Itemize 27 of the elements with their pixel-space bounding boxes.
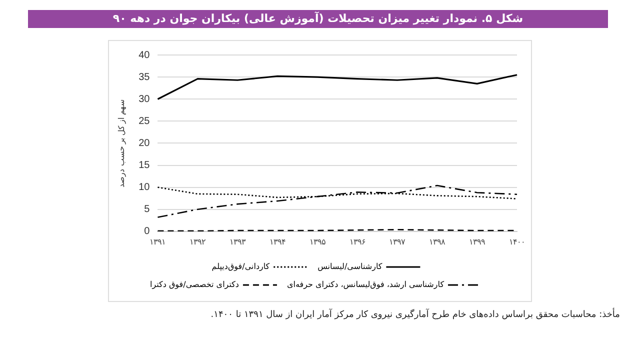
x-tick-label: ۱۳۹۱ bbox=[150, 237, 166, 246]
y-tick-label: 30 bbox=[138, 94, 150, 105]
y-tick-label: 15 bbox=[138, 160, 150, 171]
y-tick-label: 10 bbox=[138, 182, 150, 194]
x-tick-label: ۱۳۹۷ bbox=[389, 237, 406, 246]
text: مأخذ: محاسبات محقق براساس داده‌های خام طرح آمارگیری نیروی کار مرکز آمار ایران از سال ۱۳۹۱ تا ۱۴۰۰. bbox=[210, 310, 620, 320]
y-tick-label: 20 bbox=[138, 138, 150, 149]
line-series bbox=[157, 184, 518, 218]
y-tick-label: 40 bbox=[138, 50, 150, 61]
legend-label: کارشناسی ارشد، فوق‌لیسانس، دکترای حرفه‌ای bbox=[286, 280, 444, 290]
x-tick-label: ۱۳۹۶ bbox=[349, 237, 366, 246]
legend-label: دکترای تخصصی/فوق دکترا bbox=[150, 280, 240, 290]
x-tick-label: ۱۴۰۰ bbox=[509, 237, 525, 246]
x-tick-label: ۱۳۹۵ bbox=[309, 237, 326, 246]
legend-label: کارشناسی/لیسانس bbox=[318, 262, 382, 272]
y-tick-label: 5 bbox=[144, 204, 150, 216]
x-tick-label: ۱۳۹۸ bbox=[429, 237, 446, 246]
x-tick-label: ۱۳۹۴ bbox=[269, 237, 286, 246]
x-tick-label: ۱۳۹۳ bbox=[230, 237, 247, 246]
x-tick-label: ۱۳۹۲ bbox=[190, 237, 206, 246]
chart-title: شکل ۵. نمودار تغییر میزان تحصیلات (آموزش عالی) بیکاران جوان در دهه ۹۰ bbox=[28, 10, 608, 28]
y-tick-label: 35 bbox=[138, 72, 150, 83]
y-tick-label: 0 bbox=[144, 226, 150, 238]
y-axis-title: سهم از کل بر حسب درصد bbox=[117, 99, 126, 188]
y-tick-label: 25 bbox=[138, 116, 150, 127]
x-tick-label: ۱۳۹۹ bbox=[469, 237, 486, 246]
legend-label: کاردانی/فوق‌دیپلم bbox=[212, 262, 270, 272]
